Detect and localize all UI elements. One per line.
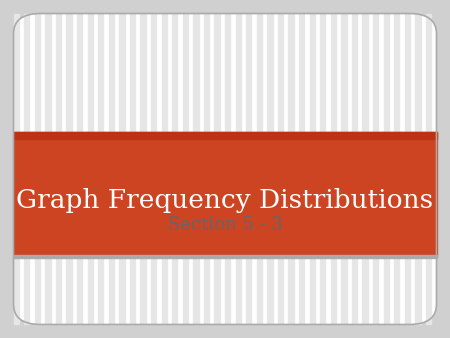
Bar <box>394 14 400 324</box>
Bar <box>98 14 104 324</box>
Bar <box>14 132 436 139</box>
Bar <box>77 14 82 324</box>
Bar <box>352 14 357 324</box>
Bar <box>331 14 336 324</box>
Bar <box>151 14 156 324</box>
Bar <box>320 14 325 324</box>
Bar <box>172 14 177 324</box>
Bar <box>299 14 304 324</box>
FancyBboxPatch shape <box>14 14 436 324</box>
Bar <box>405 14 410 324</box>
Bar <box>204 14 209 324</box>
Bar <box>278 14 283 324</box>
Bar <box>140 14 146 324</box>
Bar <box>183 14 188 324</box>
Bar <box>246 14 252 324</box>
Bar <box>373 14 378 324</box>
Bar <box>225 14 230 324</box>
Bar <box>383 14 389 324</box>
Bar <box>35 14 40 324</box>
Bar <box>130 14 135 324</box>
Bar <box>342 14 346 324</box>
Bar <box>194 14 198 324</box>
Bar <box>162 14 167 324</box>
Bar <box>24 14 29 324</box>
Text: Section 5 - 3: Section 5 - 3 <box>167 216 283 234</box>
Bar <box>426 14 431 324</box>
Bar <box>236 14 241 324</box>
Bar <box>310 14 315 324</box>
Bar <box>363 14 368 324</box>
Bar <box>56 14 61 324</box>
Text: Graph Frequency Distributions: Graph Frequency Distributions <box>17 188 433 213</box>
Bar <box>288 14 294 324</box>
Bar <box>267 14 273 324</box>
Bar <box>109 14 114 324</box>
Bar <box>256 14 262 324</box>
Bar <box>14 14 19 324</box>
Bar <box>14 132 436 256</box>
Bar <box>119 14 125 324</box>
Bar <box>67 14 72 324</box>
Bar <box>87 14 93 324</box>
Bar <box>14 255 436 258</box>
Bar <box>415 14 421 324</box>
Bar <box>45 14 50 324</box>
Bar <box>215 14 220 324</box>
